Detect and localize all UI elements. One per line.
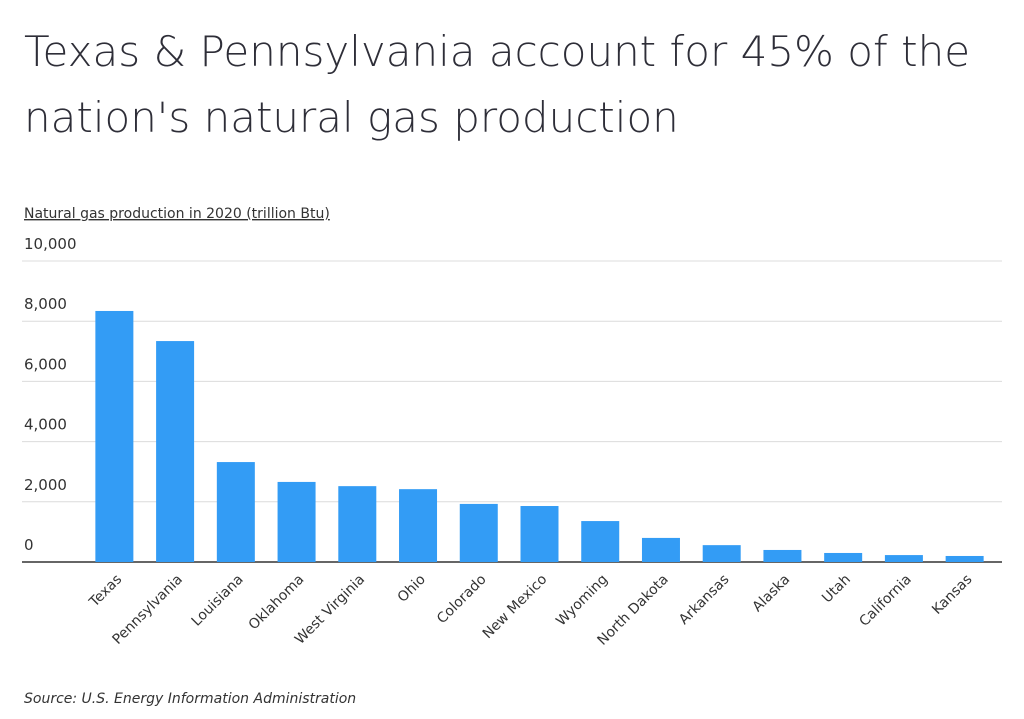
x-tick-label: Utah [819,572,854,607]
y-tick-label: 4,000 [24,416,67,434]
x-tick-label: Kansas [929,572,975,618]
x-tick-label: Oklahoma [246,572,308,634]
x-tick-label: Louisiana [189,572,247,630]
y-tick-label: 10,000 [24,235,77,253]
bar [702,545,741,562]
x-tick-label: Texas [86,572,125,611]
bar [763,549,802,562]
x-tick-label: Arkansas [676,572,732,628]
y-tick-label: 6,000 [24,355,67,373]
x-tick-label: Alaska [750,572,794,616]
bar [884,555,923,562]
bar [277,481,316,562]
source: Source: U.S. Energy Information Administ… [24,691,356,707]
bar [641,537,680,562]
bar [399,489,438,562]
x-tick-label: California [856,572,914,630]
bar [216,462,255,562]
axis-title: Natural gas production in 2020 (trillion… [24,206,330,222]
bar [156,341,195,562]
y-tick-label: 2,000 [24,476,67,494]
chart-title: Texas & Pennsylvania account for 45% of … [24,27,970,76]
x-tick-label: Wyoming [553,572,611,630]
bar [459,503,498,562]
bar [520,506,559,562]
chart-title: nation's natural gas production [24,93,679,142]
y-tick-label: 8,000 [24,295,67,313]
x-tick-label: Colorado [434,572,490,628]
bar [824,552,863,562]
bar [581,521,620,562]
y-tick-label: 0 [24,536,34,554]
bar [95,310,134,562]
bar [338,486,377,562]
x-tick-label: Ohio [395,572,429,606]
bar [945,555,984,562]
x-tick-label: New Mexico [480,572,551,643]
